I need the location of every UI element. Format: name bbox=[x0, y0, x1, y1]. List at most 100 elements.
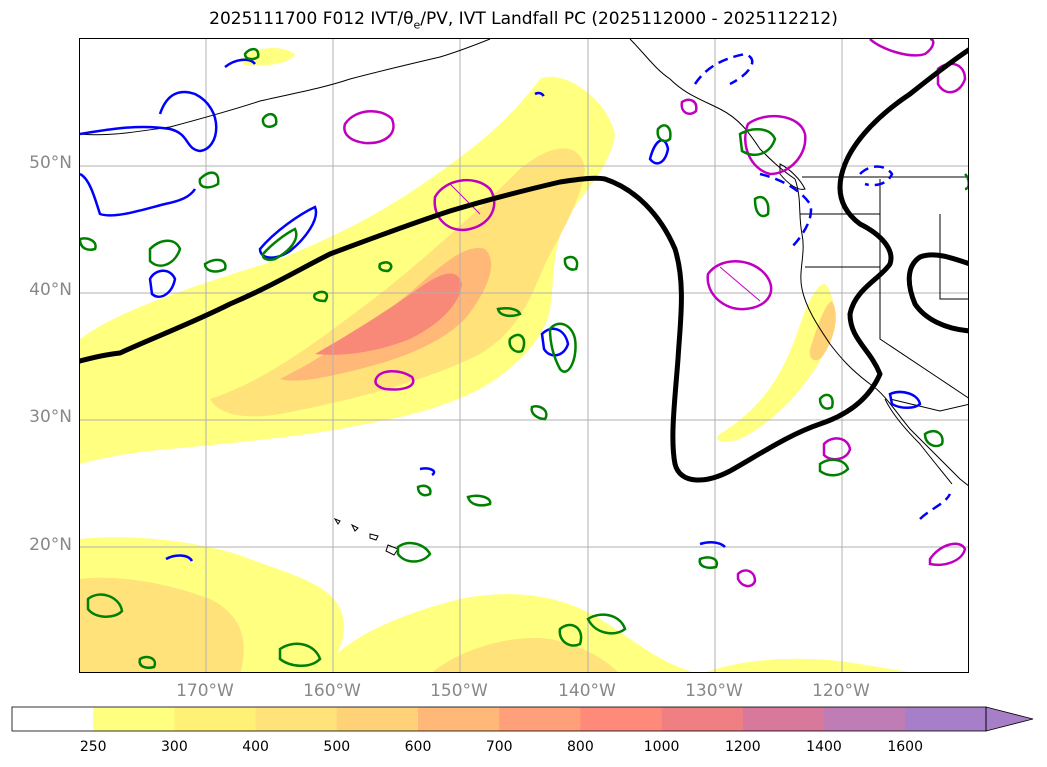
lat-label-30n: 30°N bbox=[29, 407, 72, 427]
ivt-fill-sw-400 bbox=[80, 577, 244, 672]
colorbar-tick-label: 1600 bbox=[887, 739, 923, 755]
magenta-contour-1 bbox=[343, 110, 395, 145]
theta-e-contour-25 bbox=[86, 593, 124, 618]
colorbar-segment bbox=[661, 707, 744, 731]
colorbar-tick-label: 800 bbox=[567, 739, 594, 755]
pv-contour-2 bbox=[80, 172, 197, 217]
theta-e-contour-19 bbox=[818, 458, 850, 477]
theta-e-contour-4 bbox=[148, 239, 182, 267]
pv-contour-5 bbox=[540, 327, 570, 357]
lon-label-120w: 120°W bbox=[812, 681, 870, 701]
theta-e-contour-27 bbox=[586, 613, 627, 635]
theta-e-contour-10 bbox=[496, 306, 522, 318]
state-border-4 bbox=[939, 214, 968, 300]
ivt-fill-main-250 bbox=[80, 76, 615, 465]
pc-contours bbox=[80, 47, 968, 483]
colorbar-segment bbox=[12, 707, 94, 731]
lat-label-20n: 20°N bbox=[29, 535, 72, 555]
pv-contour-13 bbox=[224, 58, 257, 69]
magenta-contour-9 bbox=[736, 569, 757, 588]
pv-contour-11 bbox=[919, 493, 952, 520]
theta-e-contour-20 bbox=[964, 173, 968, 191]
map-panel bbox=[79, 38, 969, 673]
pv-contour-15 bbox=[165, 554, 194, 562]
pv-contour-4 bbox=[148, 269, 177, 298]
lat-label-40n: 40°N bbox=[29, 280, 72, 300]
pv-contour-9 bbox=[888, 390, 922, 409]
theta-e-contour-1 bbox=[243, 47, 260, 61]
theta-e-contour-8 bbox=[313, 290, 329, 303]
alaska-panhandle-coast bbox=[629, 39, 796, 180]
theta-e-contour-21 bbox=[416, 484, 432, 497]
colorbar-segment bbox=[499, 707, 581, 731]
vancouver-island bbox=[779, 163, 806, 190]
colorbar-segment bbox=[93, 707, 175, 731]
title-prefix: 2025111700 F012 IVT/θ bbox=[209, 9, 414, 29]
magenta-contour-6 bbox=[869, 39, 935, 57]
magenta-contour-10 bbox=[928, 542, 967, 566]
theta-e-contour-9 bbox=[378, 261, 393, 273]
colorbar-tick-label: 1400 bbox=[806, 739, 842, 755]
ivt-fill-se-250 bbox=[716, 284, 834, 442]
pv-contour-7 bbox=[759, 172, 813, 250]
colorbar-tick-label: 300 bbox=[161, 739, 188, 755]
pv-contour-3 bbox=[258, 205, 318, 259]
pv-contour-10 bbox=[648, 139, 670, 165]
colorbar-tick-label: 700 bbox=[485, 739, 513, 755]
lon-label-150w: 150°W bbox=[430, 681, 488, 701]
north-america-west-coast bbox=[794, 178, 968, 487]
baja-peninsula bbox=[884, 398, 953, 485]
pv-contour-6 bbox=[693, 52, 754, 86]
pv-contour-16 bbox=[699, 541, 726, 548]
hawaii-islands bbox=[333, 517, 399, 556]
map-canvas bbox=[80, 39, 968, 672]
magenta-contour-11 bbox=[680, 98, 698, 115]
colorbar-segment bbox=[824, 707, 906, 731]
theta-e-contour-26 bbox=[558, 623, 583, 647]
theta-e-contour-18 bbox=[818, 393, 834, 410]
ivt-fill-s-250 bbox=[321, 594, 693, 672]
colorbar bbox=[11, 706, 1034, 732]
pv-contour-12 bbox=[534, 91, 545, 102]
magenta-hatch-2 bbox=[719, 266, 761, 302]
theta-e-contour-28 bbox=[698, 556, 719, 569]
theta-e-contour-6 bbox=[80, 237, 97, 251]
colorbar-segment bbox=[418, 707, 500, 731]
theta-e-contour-22 bbox=[466, 494, 492, 507]
theta-e-contour-17 bbox=[753, 195, 770, 218]
colorbar-outline bbox=[11, 706, 987, 732]
magenta-hatch-1 bbox=[449, 183, 481, 215]
ivt-fill-se-300 bbox=[809, 301, 836, 361]
state-border-3 bbox=[879, 267, 968, 399]
figure-title: 2025111700 F012 IVT/θe/PV, IVT Landfall … bbox=[0, 9, 1047, 31]
title-suffix: /PV, IVT Landfall PC (2025112000 - 20251… bbox=[420, 9, 838, 29]
colorbar-tick-label: 400 bbox=[242, 739, 269, 755]
magenta-contour-2 bbox=[433, 178, 496, 232]
colorbar-segment bbox=[905, 707, 987, 731]
magenta-contour-5 bbox=[743, 114, 807, 176]
pc-contour-main bbox=[80, 47, 968, 483]
lon-label-130w: 130°W bbox=[685, 681, 743, 701]
colorbar-tick-label: 1200 bbox=[724, 739, 761, 755]
magenta-contour-3 bbox=[706, 260, 773, 311]
ivt-fill-core-800 bbox=[315, 273, 462, 355]
theta-e-contours bbox=[80, 47, 968, 669]
theta-e-contour-11 bbox=[508, 333, 526, 353]
lon-label-170w: 170°W bbox=[176, 681, 234, 701]
theta-e-contour-13 bbox=[563, 255, 579, 271]
lat-label-50n: 50°N bbox=[29, 153, 72, 173]
pv-contour-1 bbox=[80, 90, 218, 153]
pv-contour-8 bbox=[859, 165, 894, 187]
magenta-contour-4 bbox=[374, 370, 415, 391]
theta-e-contour-16 bbox=[738, 128, 777, 156]
pv-contours bbox=[80, 52, 952, 562]
colorbar-tick-label: 250 bbox=[79, 739, 107, 755]
theta-e-contour-3 bbox=[261, 227, 298, 262]
colorbar-segment bbox=[255, 707, 338, 731]
theta-e-contour-29 bbox=[923, 429, 944, 448]
theta-e-contour-7 bbox=[203, 258, 227, 273]
colorbar-tick-label: 1000 bbox=[643, 739, 680, 755]
magenta-contour-8 bbox=[822, 437, 852, 461]
theta-e-contour-15 bbox=[656, 124, 672, 143]
title-subscript: e bbox=[413, 18, 421, 32]
